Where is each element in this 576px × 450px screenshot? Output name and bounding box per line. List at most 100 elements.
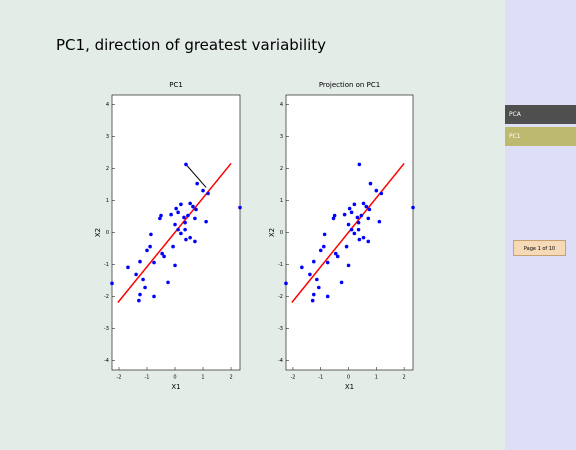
point xyxy=(138,292,142,297)
point xyxy=(176,210,180,215)
point xyxy=(300,265,304,270)
point xyxy=(357,162,362,167)
point xyxy=(182,215,186,220)
point xyxy=(367,207,372,212)
point xyxy=(188,201,192,206)
point xyxy=(355,215,360,220)
x-tick-label: 1 xyxy=(201,375,204,381)
point xyxy=(335,254,340,259)
y-tick-label: 4 xyxy=(106,102,109,108)
point xyxy=(331,216,336,221)
y-tick-label: -1 xyxy=(104,262,109,268)
point xyxy=(379,191,384,196)
point xyxy=(160,251,164,256)
point xyxy=(284,281,288,286)
x-tick-label: 0 xyxy=(347,375,350,381)
y-tick-label: 2 xyxy=(106,166,109,172)
y-tick-label: -2 xyxy=(278,294,283,300)
point xyxy=(377,219,382,224)
pc1-line xyxy=(117,162,232,304)
point xyxy=(333,251,338,256)
point xyxy=(315,277,319,282)
y-tick-label: 3 xyxy=(280,134,283,140)
plot-area xyxy=(111,94,241,371)
point xyxy=(361,235,366,240)
x-tick-label: -2 xyxy=(290,375,295,381)
x-tick-label: -1 xyxy=(145,375,150,381)
point xyxy=(152,294,156,299)
point xyxy=(145,248,149,253)
y-tick-label: 1 xyxy=(106,198,109,204)
point xyxy=(179,231,183,236)
point xyxy=(195,181,199,186)
point xyxy=(318,248,323,253)
point xyxy=(183,227,187,232)
y-tick-label: -4 xyxy=(104,358,109,364)
y-axis-label: X2 xyxy=(94,228,102,237)
y-axis-label: X2 xyxy=(268,228,276,237)
y-tick-label: 4 xyxy=(280,102,283,108)
point xyxy=(349,210,354,215)
x-tick-label: 0 xyxy=(173,375,176,381)
point xyxy=(179,202,183,207)
point xyxy=(316,285,321,290)
point xyxy=(188,235,192,240)
point xyxy=(332,213,337,218)
x-axis-label: X1 xyxy=(171,383,180,391)
point xyxy=(201,188,205,193)
point xyxy=(186,213,190,218)
point xyxy=(322,232,327,237)
point xyxy=(137,298,141,303)
point xyxy=(352,231,357,236)
chart-title: Projection on PC1 xyxy=(319,81,380,89)
point xyxy=(184,162,188,167)
point xyxy=(356,227,361,232)
point xyxy=(184,237,188,242)
point xyxy=(311,259,316,264)
point xyxy=(149,232,153,237)
point xyxy=(346,263,351,268)
x-tick-label: 2 xyxy=(229,375,232,381)
point xyxy=(325,260,330,265)
y-tick-label: 0 xyxy=(106,230,109,236)
point xyxy=(169,212,173,217)
y-tick-label: -3 xyxy=(104,326,109,332)
point xyxy=(366,216,371,221)
y-tick-label: 3 xyxy=(106,134,109,140)
point xyxy=(311,292,316,297)
point xyxy=(321,244,326,249)
point xyxy=(176,227,180,232)
point xyxy=(148,244,152,249)
point xyxy=(110,281,114,286)
x-tick-label: 1 xyxy=(375,375,378,381)
y-tick-label: -1 xyxy=(278,262,283,268)
nav-item[interactable]: PC1 xyxy=(505,127,576,146)
point xyxy=(344,244,349,249)
point xyxy=(171,244,175,249)
point xyxy=(374,188,379,193)
point xyxy=(411,205,415,210)
plot-area xyxy=(285,94,414,371)
point xyxy=(194,207,198,212)
point xyxy=(193,239,197,244)
slide-title: PC1, direction of greatest variability xyxy=(56,36,327,54)
point xyxy=(174,206,178,211)
point xyxy=(193,216,197,221)
point xyxy=(204,219,208,224)
point xyxy=(206,191,210,196)
point xyxy=(173,263,177,268)
point xyxy=(339,280,344,285)
point xyxy=(308,272,312,277)
point xyxy=(162,254,166,259)
chart-title: PC1 xyxy=(169,81,183,89)
point xyxy=(143,285,147,290)
y-tick-label: 2 xyxy=(280,166,283,172)
point xyxy=(173,222,177,227)
nav-item[interactable]: PCA xyxy=(505,105,576,124)
sidebar xyxy=(505,0,576,450)
point xyxy=(352,202,357,207)
point xyxy=(347,206,352,211)
point xyxy=(349,227,354,232)
page-button[interactable]: Page 1 of 10 xyxy=(513,240,566,256)
